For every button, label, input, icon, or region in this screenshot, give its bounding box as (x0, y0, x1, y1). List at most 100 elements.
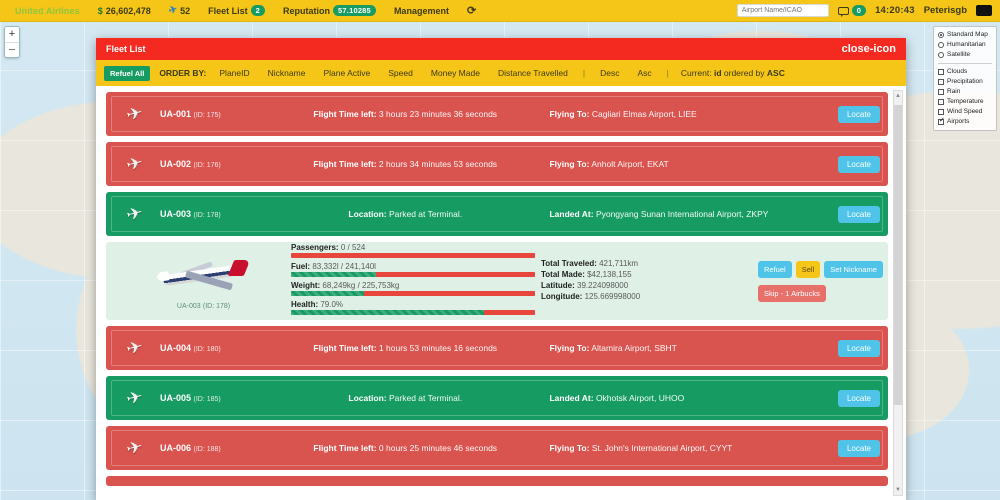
flight-time-cell: Flight Time left: 2 hours 34 minutes 53 … (313, 159, 498, 169)
radio-icon[interactable] (938, 42, 944, 48)
map-layers-panel[interactable]: Standard Map Humanitarian Satellite Clou… (933, 26, 997, 131)
table-row[interactable] (106, 476, 888, 486)
scroll-up-icon[interactable]: ▲ (895, 93, 901, 99)
locate-button[interactable]: Locate (837, 205, 880, 223)
reputation-indicator[interactable]: Reputation 57.10285 (274, 5, 385, 16)
overlay-label: Precipitation (947, 78, 983, 85)
table-row[interactable]: ✈ UA-006 (ID: 188) Flight Time left: 0 h… (106, 426, 888, 470)
sort-direction-asc[interactable]: Asc (637, 68, 652, 78)
overlay-option-rain[interactable]: Rain (938, 87, 992, 97)
flight-time-cell: Flight Time left: 1 hours 53 minutes 16 … (313, 343, 498, 353)
sell-button[interactable]: Sell (795, 260, 821, 278)
modal-scrollbar[interactable]: ▲ ▼ (893, 90, 903, 496)
locate-button[interactable]: Locate (837, 389, 880, 407)
sort-option-planeid[interactable]: PlaneID (219, 68, 250, 78)
sort-option-speed[interactable]: Speed (388, 68, 413, 78)
brand-name[interactable]: United Airlines (15, 5, 80, 16)
chat-icon (837, 6, 849, 17)
checkbox-icon[interactable] (938, 79, 944, 85)
plane-id: (ID: 180) (193, 346, 221, 353)
plane-name: UA-006 (ID: 188) (160, 443, 221, 453)
toolbar-separator-1: | (582, 68, 586, 78)
plane-detail-panel: UA-003 (ID: 178) Passengers: 0 / 524 Fue… (106, 242, 888, 320)
skip-button[interactable]: Skip - 1 Airbucks (758, 284, 826, 302)
plane-name: UA-005 (ID: 185) (160, 393, 221, 403)
layer-option-standard-map[interactable]: Standard Map (938, 30, 992, 40)
stat-health: Health: 79.0% (291, 300, 344, 309)
radio-icon[interactable] (938, 52, 944, 58)
order-by-label: ORDER BY: (159, 68, 207, 78)
nav-item-management[interactable]: Management (393, 5, 449, 16)
flight-time-cell: Flight Time left: 0 hours 25 minutes 46 … (313, 443, 498, 453)
checkbox-icon[interactable] (938, 69, 944, 75)
destination-cell: Flying To: Altamira Airport, SBHT (549, 343, 677, 353)
table-row[interactable]: ✈ UA-003 (ID: 178) Location: Parked at T… (106, 192, 888, 236)
avatar[interactable] (976, 5, 992, 16)
locate-button[interactable]: Locate (837, 439, 880, 457)
checkbox-icon[interactable] (938, 89, 944, 95)
overlay-option-airports[interactable]: Airports (938, 117, 992, 127)
sort-direction-desc[interactable]: Desc (600, 68, 620, 78)
plane-id: (ID: 176) (193, 162, 221, 169)
checkbox-icon[interactable] (938, 117, 945, 125)
radio-icon[interactable] (938, 32, 944, 38)
close-icon[interactable]: close-icon (841, 43, 896, 55)
sort-option-nickname[interactable]: Nickname (267, 68, 306, 78)
set-nickname-button[interactable]: Set Nickname (824, 260, 883, 278)
table-row[interactable]: ✈ UA-002 (ID: 176) Flight Time left: 2 h… (106, 142, 888, 186)
destination-cell: Flying To: St. John's International Airp… (549, 443, 733, 453)
plane-name: UA-003 (ID: 178) (160, 209, 221, 219)
sort-option-plane-active[interactable]: Plane Active (323, 68, 371, 78)
locate-button[interactable]: Locate (837, 105, 880, 123)
sort-option-distance-travelled[interactable]: Distance Travelled (497, 68, 568, 78)
health-progress-bar (291, 310, 535, 315)
overlay-option-wind-speed[interactable]: Wind Speed (938, 107, 992, 117)
reputation-label: Reputation (283, 5, 331, 16)
current-sort-status: Current: id ordered by ASC (675, 68, 785, 78)
checkbox-icon[interactable] (938, 109, 944, 115)
plane-actions-column: Refuel Sell Set Nickname Skip - 1 Airbuc… (758, 260, 883, 302)
table-row[interactable]: ✈ UA-001 (ID: 175) Flight Time left: 3 h… (106, 92, 888, 136)
layer-option-humanitarian[interactable]: Humanitarian (938, 40, 992, 50)
reputation-badge: 57.10285 (333, 5, 376, 16)
chat-indicator[interactable]: 0 (837, 5, 867, 17)
current-prefix: Current: (680, 68, 712, 78)
current-middle: ordered by (723, 68, 765, 78)
money-value: 26,602,478 (105, 5, 151, 16)
overlay-option-temperature[interactable]: Temperature (938, 97, 992, 107)
layers-divider (938, 63, 992, 64)
checkbox-icon[interactable] (938, 99, 944, 105)
destination-cell: Flying To: Anholt Airport, EKAT (549, 159, 669, 169)
plane-count-indicator: ✈ 52 (160, 4, 199, 17)
plane-icon: ✈ (124, 154, 146, 175)
location-cell: Location: Parked at Terminal. (348, 209, 463, 219)
refresh-icon[interactable]: ⟳ (466, 5, 477, 17)
sort-option-money-made[interactable]: Money Made (430, 68, 480, 78)
fleet-list-badge: 2 (250, 5, 266, 16)
fleet-list-body[interactable]: ✈ UA-001 (ID: 175) Flight Time left: 3 h… (96, 86, 906, 500)
dollar-icon: $ (97, 5, 103, 16)
username-label[interactable]: Peterisgb (923, 5, 967, 16)
scroll-down-icon[interactable]: ▼ (895, 487, 901, 493)
detail-plane-name: UA-003 (ID: 178) (176, 302, 231, 310)
plane-icon: ✈ (124, 104, 146, 125)
overlay-option-precipitation[interactable]: Precipitation (938, 77, 992, 87)
zoom-in-button[interactable]: + (5, 27, 19, 42)
overlay-label: Clouds (947, 68, 968, 75)
table-row[interactable]: ✈ UA-004 (ID: 180) Flight Time left: 1 h… (106, 326, 888, 370)
table-row[interactable]: ✈ UA-005 (ID: 185) Location: Parked at T… (106, 376, 888, 420)
scrollbar-thumb[interactable] (894, 105, 902, 405)
plane-id: (ID: 185) (193, 396, 221, 403)
nav-item-fleet-list[interactable]: Fleet List 2 (199, 5, 274, 16)
layer-label: Standard Map (947, 31, 988, 38)
overlay-label: Rain (947, 88, 961, 95)
locate-button[interactable]: Locate (837, 339, 880, 357)
search-input[interactable] (736, 4, 829, 17)
layer-option-satellite[interactable]: Satellite (938, 50, 992, 60)
map-zoom-controls[interactable]: + − (4, 26, 20, 58)
zoom-out-button[interactable]: − (5, 42, 19, 57)
locate-button[interactable]: Locate (837, 155, 880, 173)
refuel-all-button[interactable]: Refuel All (104, 65, 151, 81)
refuel-button[interactable]: Refuel (758, 260, 792, 278)
overlay-option-clouds[interactable]: Clouds (938, 67, 992, 77)
